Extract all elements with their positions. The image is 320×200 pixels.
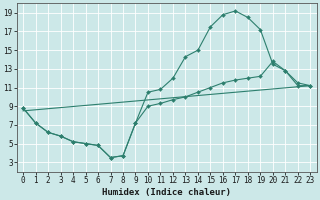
X-axis label: Humidex (Indice chaleur): Humidex (Indice chaleur) (102, 188, 231, 197)
